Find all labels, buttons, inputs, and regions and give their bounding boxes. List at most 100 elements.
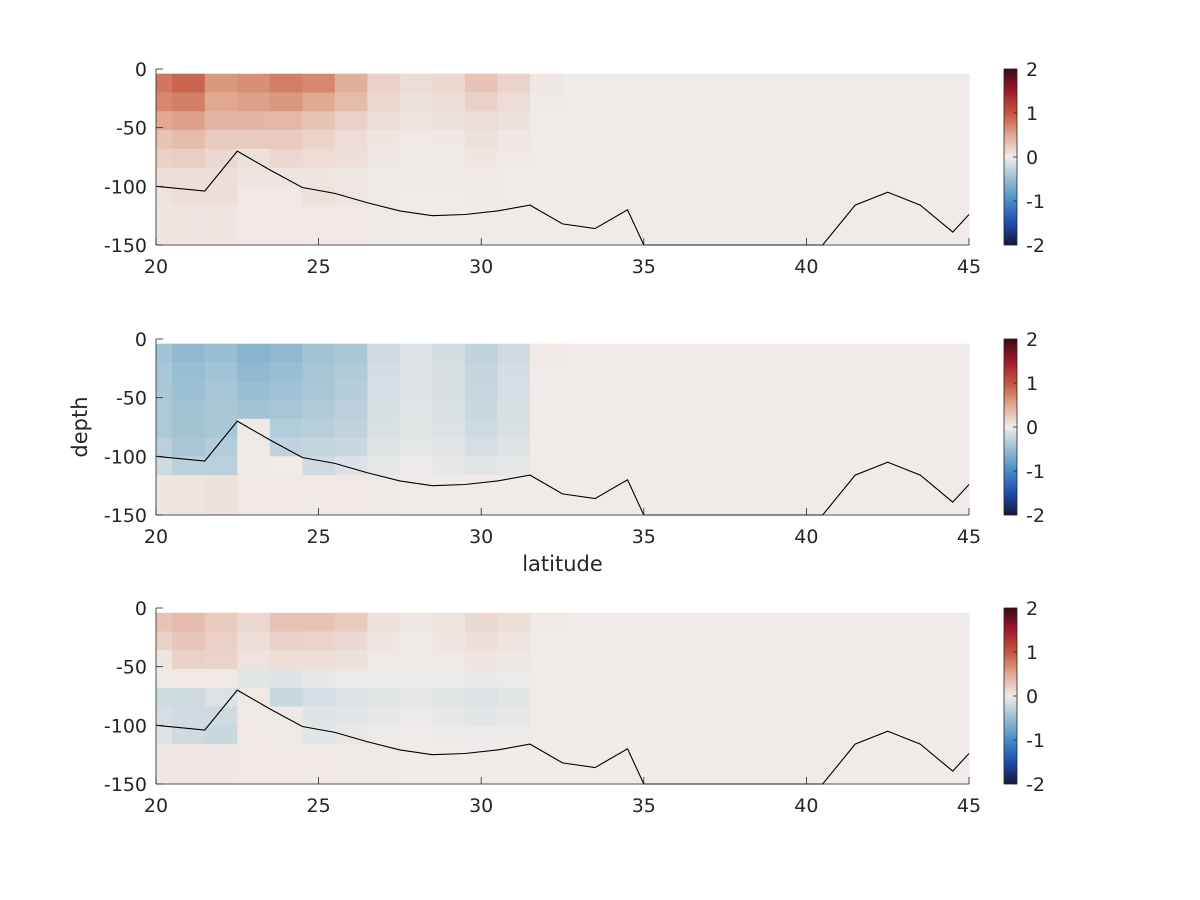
heatmap-cell [237, 381, 271, 401]
heatmap-cell [464, 400, 499, 420]
heatmap-cell [432, 73, 466, 94]
colorbar-tick-label: 1 [1026, 103, 1038, 125]
colorbar-tick-label: 2 [1026, 59, 1038, 81]
heatmap-cell [237, 111, 271, 131]
heatmap-cell [497, 456, 531, 476]
heatmap-cell [237, 148, 271, 169]
panel-3: 20 25 30 35 40 45 0 -50 -100 -150 2 1 0 -1 -2 [104, 598, 1045, 817]
heatmap-cell [302, 130, 336, 150]
colorbar-tick-label: 0 [1026, 417, 1038, 439]
heatmap-cell [204, 706, 238, 726]
heatmap-cell [464, 612, 499, 633]
heatmap-cell [432, 631, 466, 651]
heatmap-cell [302, 631, 336, 651]
heatmap-cell [156, 130, 173, 150]
heatmap-cell [464, 148, 499, 169]
colorbar-tick-label: 0 [1026, 147, 1038, 169]
heatmap-cell [432, 650, 466, 670]
bathymetry-line [155, 150, 970, 246]
heatmap-cell [156, 362, 173, 382]
panel-1: 20 25 30 35 40 45 0 -50 -100 -150 2 1 0 -1 -2 [104, 59, 1045, 278]
heatmap-cell [269, 725, 303, 745]
heatmap-cell [204, 456, 238, 476]
y-tick-label: 0 [135, 329, 147, 351]
heatmap-cell [367, 687, 401, 708]
heatmap-cell [399, 706, 434, 726]
heatmap-cell [367, 475, 401, 516]
heatmap-cell [156, 381, 173, 401]
heatmap-cell [432, 687, 466, 708]
heatmap-cell [334, 130, 368, 150]
heatmap-cell [237, 167, 271, 187]
heatmap-cell [156, 650, 173, 670]
y-tick-label: -100 [104, 446, 147, 468]
heatmap-cell [204, 418, 238, 439]
heatmap-cell [302, 669, 336, 689]
heatmap-cell [302, 437, 336, 457]
x-tick-label: 35 [632, 795, 656, 817]
heatmap-cell [172, 418, 206, 439]
heatmap-cell [529, 73, 564, 94]
heatmap-cell [237, 362, 271, 382]
heatmap-cell [156, 612, 173, 633]
heatmap-cell [399, 650, 434, 670]
heatmap-cell [529, 669, 564, 689]
x-tick-label: 40 [794, 256, 818, 278]
heatmap-cell [497, 706, 531, 726]
x-tick-label: 20 [144, 256, 168, 278]
heatmap-cell [464, 92, 499, 112]
colorbar-tick-label: -2 [1026, 774, 1045, 796]
heatmap-cell [269, 343, 303, 364]
heatmap-cell [302, 111, 336, 131]
heatmap-cell [269, 73, 303, 94]
heatmap-cell [497, 186, 531, 206]
heatmap-cell [529, 167, 564, 187]
heatmap-cell [529, 343, 564, 364]
heatmap-cell [269, 148, 303, 169]
heatmap-cell [367, 186, 401, 206]
heatmap-cell [529, 725, 564, 745]
heatmap-cell [204, 167, 238, 187]
heatmap-cell [156, 400, 173, 420]
heatmap-cell [562, 437, 970, 457]
heatmap-cell [204, 205, 238, 246]
heatmap-cell [464, 725, 499, 745]
heatmap-cell [529, 687, 564, 708]
heatmap-cell [367, 343, 401, 364]
heatmap-cell [204, 111, 238, 131]
heatmap-cell [367, 92, 401, 112]
heatmap-cell [367, 205, 401, 246]
heatmap-cell [237, 475, 271, 516]
x-tick-label: 30 [469, 256, 493, 278]
x-tick-label: 45 [957, 795, 981, 817]
heatmap-cell [334, 669, 368, 689]
heatmap-cell [399, 418, 434, 439]
colorbar: 2 1 0 -1 -2 [1003, 598, 1045, 796]
heatmap-cell [399, 73, 434, 94]
heatmap-cell [269, 92, 303, 112]
heatmap-cell [529, 437, 564, 457]
x-tick-label: 40 [794, 526, 818, 548]
heatmap-cell [334, 381, 368, 401]
colorbar-tick-label: -1 [1026, 191, 1045, 213]
heatmap-cell [399, 612, 434, 633]
heatmap-cell [529, 111, 564, 131]
heatmap-cell [399, 167, 434, 187]
heatmap-cell [302, 687, 336, 708]
heatmap-cell [269, 631, 303, 651]
heatmap-cell [562, 669, 970, 689]
y-tick-label: -150 [104, 235, 147, 257]
heatmap-cell [302, 725, 336, 745]
heatmap-cell [529, 631, 564, 651]
heatmap-cell [334, 706, 368, 726]
bathymetry-line [155, 420, 970, 516]
x-tick-label: 40 [794, 795, 818, 817]
heatmap-cell [367, 381, 401, 401]
heatmap-cell [237, 456, 271, 476]
heatmap-cell [204, 92, 238, 112]
heatmap-cell [529, 130, 564, 150]
heatmap-cell [432, 186, 466, 206]
heatmap-cell [497, 73, 531, 94]
heatmap-cell [269, 650, 303, 670]
